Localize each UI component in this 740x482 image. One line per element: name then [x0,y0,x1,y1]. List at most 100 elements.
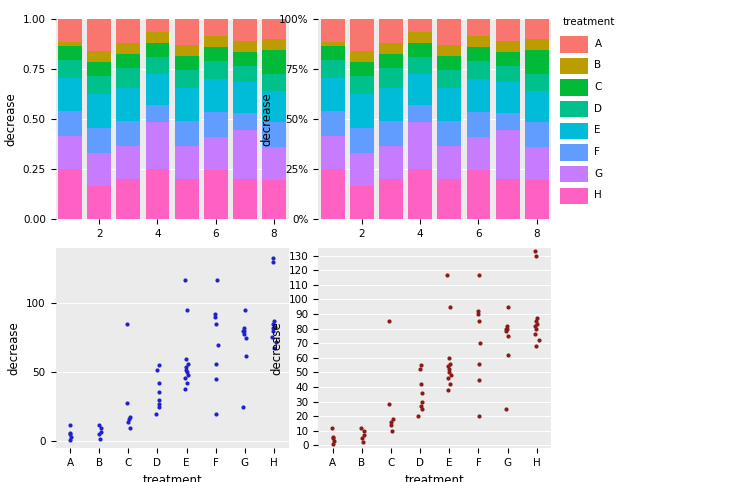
Point [179,374,191,382]
Bar [379,88,403,121]
Bar [466,112,491,137]
Bar [116,68,141,88]
Text: E: E [594,125,601,135]
Bar [437,70,461,88]
Bar [525,19,548,40]
Point [472,310,484,318]
Point [181,369,192,376]
Bar [408,169,432,219]
Text: A: A [594,39,602,49]
Point [64,421,75,428]
Point [121,320,132,328]
Bar [350,51,374,62]
Bar [350,62,374,76]
Bar [116,147,141,179]
Bar [262,50,286,74]
Bar [321,78,345,111]
Bar [321,42,345,46]
Bar [350,128,374,153]
Point [530,325,542,333]
Bar [204,36,228,47]
Bar [175,70,198,88]
Bar [262,40,286,50]
Point [266,324,278,332]
Point [416,398,428,405]
Point [383,317,395,325]
Bar [175,19,198,45]
Bar [408,43,432,57]
Point [153,403,165,411]
Bar [146,57,169,74]
Point [444,380,456,388]
Bar [350,19,374,51]
Text: C: C [594,82,602,92]
Bar [116,121,141,147]
Y-axis label: decrease: decrease [7,321,21,375]
Point [152,379,164,387]
Bar [175,121,198,147]
FancyBboxPatch shape [560,101,588,118]
Bar [408,57,432,74]
Point [211,320,223,328]
Point [383,401,395,408]
Bar [466,61,491,79]
Bar [116,19,141,43]
Bar [496,19,519,41]
FancyBboxPatch shape [560,166,588,182]
Bar [146,74,169,105]
Point [416,389,428,397]
Bar [408,74,432,105]
Point [209,310,221,318]
Point [442,271,454,279]
Y-axis label: decrease: decrease [270,321,283,375]
Point [149,410,161,417]
Bar [58,169,82,219]
Point [267,327,279,335]
Bar [116,54,141,68]
Bar [58,46,82,60]
Bar [116,43,141,54]
Point [153,396,165,404]
Bar [58,111,82,136]
Bar [262,180,286,219]
Point [472,307,484,315]
Point [531,314,542,322]
Point [473,412,485,420]
Point [180,363,192,371]
Bar [496,113,519,130]
Bar [146,169,169,219]
Bar [262,19,286,40]
Bar [379,121,403,147]
Bar [525,40,548,50]
Point [182,360,194,368]
Point [95,428,107,436]
Point [502,303,514,310]
Bar [87,153,111,187]
Point [530,252,542,259]
Text: H: H [594,190,602,200]
Point [181,379,193,387]
Bar [116,179,141,219]
Point [152,400,164,408]
Point [210,375,222,383]
Bar [496,67,519,82]
Bar [175,179,198,219]
Point [529,247,541,255]
Point [183,371,195,379]
Point [209,313,221,321]
Bar [58,19,82,42]
Point [328,437,340,445]
Point [474,271,485,279]
Point [443,362,454,370]
Point [443,365,455,373]
Bar [321,46,345,60]
Bar [146,105,169,122]
Bar [321,169,345,219]
Bar [350,94,374,128]
Point [412,412,424,420]
Bar [321,60,345,78]
Bar [466,170,491,219]
X-axis label: treatment: treatment [405,473,465,482]
Bar [233,179,257,219]
Bar [204,112,228,137]
